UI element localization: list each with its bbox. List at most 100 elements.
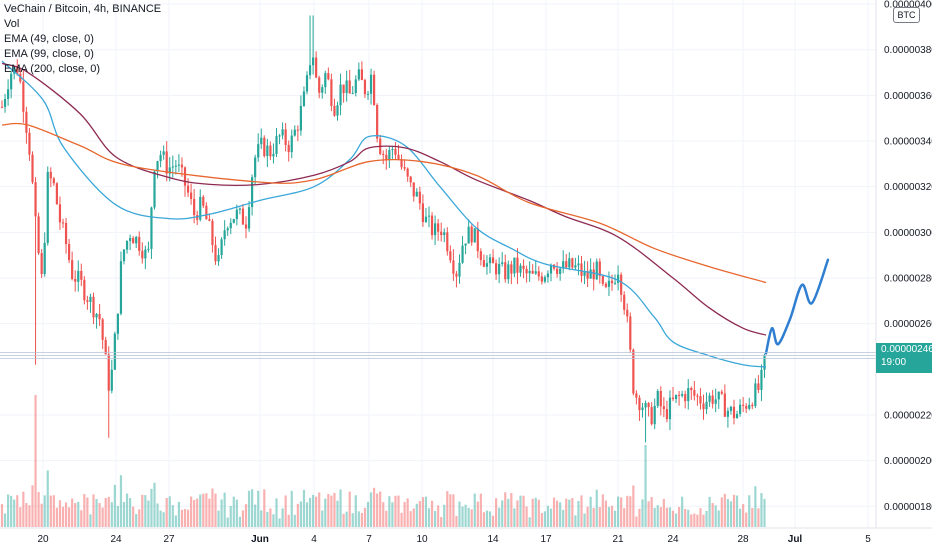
candle-body — [150, 207, 153, 249]
candle-body — [586, 271, 589, 279]
volume-bar — [64, 502, 68, 527]
candle-body — [760, 369, 763, 390]
candle-body — [504, 262, 507, 280]
candlesticks — [0, 15, 766, 443]
volume-bar — [440, 517, 443, 527]
candle-body — [711, 395, 714, 404]
volume-bar — [86, 497, 89, 527]
price-tick-label: 0.00000200 — [884, 456, 932, 467]
price-tick-label: 0.00000360 — [884, 91, 932, 102]
volume-bar — [28, 505, 31, 527]
candle-body — [373, 74, 376, 105]
candle-body — [589, 269, 592, 279]
candle-body — [290, 135, 293, 153]
candle-body — [339, 84, 342, 106]
candle-body — [434, 223, 437, 236]
volume-bar — [580, 495, 583, 527]
projection-line[interactable] — [764, 258, 830, 355]
volume-bar — [635, 516, 638, 527]
candle-body — [52, 178, 55, 184]
candle-body — [528, 270, 531, 274]
bar-countdown: 19:00 — [881, 357, 907, 368]
price-tick-label: 0.00000380 — [884, 45, 932, 56]
candle-body — [754, 383, 757, 407]
volume-bar — [495, 498, 498, 527]
volume-bar — [31, 485, 34, 527]
volume-bar — [196, 498, 199, 527]
volume-bar — [144, 495, 147, 527]
volume-bar — [745, 512, 748, 527]
time-tick-label: 28 — [737, 534, 749, 545]
candle-body — [190, 192, 193, 199]
volume-bar — [711, 503, 714, 527]
volume-bar — [650, 497, 653, 527]
volume-bar — [186, 509, 190, 527]
candle-body — [116, 313, 119, 334]
time-tick-label: 21 — [612, 534, 624, 545]
candle-body — [336, 105, 339, 116]
volume-bar — [488, 511, 492, 527]
volume-bar — [342, 513, 345, 527]
volume-bar — [641, 499, 644, 527]
candle-body — [525, 268, 528, 274]
volume-bar — [464, 504, 467, 527]
volume-bar — [653, 507, 656, 527]
candle-body — [397, 154, 400, 160]
volume-bar — [421, 497, 424, 527]
volume-bar — [0, 504, 4, 527]
candle-body — [162, 151, 165, 155]
candle-body — [415, 191, 418, 197]
candle-body — [656, 390, 659, 406]
volume-bar — [92, 494, 95, 527]
volume-bar — [678, 506, 681, 527]
volume-bar — [424, 496, 428, 527]
volume-bar — [260, 510, 263, 527]
candle-body — [488, 257, 492, 264]
volume-bar — [275, 498, 278, 527]
candle-body — [610, 280, 614, 284]
indicator-ema99[interactable]: EMA (99, close, 0) — [4, 48, 94, 60]
volume-bar — [458, 501, 461, 527]
volume-bar — [3, 513, 7, 527]
volume-bar — [528, 517, 531, 527]
currency-label[interactable]: BTC — [893, 7, 920, 23]
volume-bar — [610, 505, 614, 527]
indicator-ema49[interactable]: EMA (49, close, 0) — [4, 33, 94, 45]
candle-body — [89, 296, 92, 302]
candle-body — [186, 185, 190, 193]
candle-body — [629, 316, 632, 350]
candle-body — [739, 404, 742, 415]
indicator-vol[interactable]: Vol — [4, 18, 20, 30]
volume-bar — [571, 498, 574, 527]
volume-bar — [665, 507, 668, 527]
candle-body — [501, 262, 504, 264]
candle-body — [260, 137, 263, 145]
volume-bar — [674, 513, 678, 527]
candle-body — [366, 93, 370, 95]
volume-bar — [412, 508, 415, 527]
candle-body — [110, 369, 113, 391]
candle-body — [522, 265, 525, 269]
time-tick-label: 24 — [667, 534, 679, 545]
time-tick-label: 20 — [37, 534, 49, 545]
candle-body — [369, 74, 373, 94]
candle-body — [269, 145, 272, 157]
volume-bar — [235, 499, 238, 527]
candle-body — [674, 394, 678, 400]
time-tick-label: 24 — [110, 534, 122, 545]
indicator-ema200[interactable]: EMA (200, close, 0) — [4, 63, 100, 75]
volume-bar — [671, 510, 675, 527]
candle-body — [620, 274, 623, 295]
price-tick-label: 0.00000340 — [884, 137, 932, 148]
candle-body — [125, 240, 129, 250]
volume-bar — [473, 493, 476, 527]
volume-bar — [132, 506, 135, 527]
volume-bar — [318, 492, 321, 527]
volume-bar — [122, 502, 126, 527]
symbol-title[interactable]: VeChain / Bitcoin, 4h, BINANCE — [4, 3, 162, 15]
candle-body — [653, 405, 656, 425]
candle-body — [229, 222, 232, 229]
volume-bar — [449, 494, 452, 527]
volume-bar — [269, 508, 272, 527]
